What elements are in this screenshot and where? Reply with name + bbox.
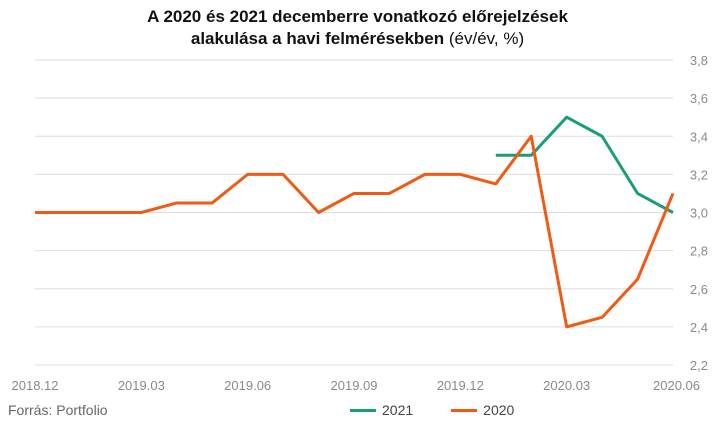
y-tick-label: 2,2 — [690, 358, 708, 373]
chart-title-line-2-text: alakulása a havi felmérésekben — [190, 29, 445, 48]
y-axis-tick-labels: 2,2 2,4 2,6 2,8 3,0 3,2 3,4 3,6 3,8 — [690, 53, 708, 373]
legend-item-2020: 2020 — [451, 402, 514, 418]
x-tick-label: 2020.06 — [653, 378, 700, 393]
source-note: Forrás: Portfolio — [8, 402, 108, 418]
x-tick-label: 2020.03 — [543, 378, 590, 393]
legend: 2021 2020 — [350, 402, 552, 418]
y-tick-label: 3,8 — [690, 53, 708, 68]
chart-title-line-1: A 2020 és 2021 decemberre vonatkozó előr… — [147, 7, 568, 26]
chart-title-line-2: alakulása a havi felmérésekben (év/év, %… — [0, 28, 715, 50]
x-axis-tick-labels: 2018.12 2019.03 2019.06 2019.09 2019.12 2020.… — [12, 378, 701, 393]
series-line-2021 — [495, 115, 674, 214]
legend-label: 2021 — [382, 402, 414, 418]
y-tick-label: 2,8 — [690, 244, 708, 259]
x-tick-label: 2019.06 — [224, 378, 271, 393]
y-tick-label: 3,6 — [690, 91, 708, 106]
chart-title-unit: (év/év, %) — [444, 29, 525, 48]
x-tick-label: 2019.09 — [331, 378, 378, 393]
x-tick-label: 2019.12 — [437, 378, 484, 393]
y-tick-label: 3,2 — [690, 167, 708, 182]
legend-label: 2020 — [483, 402, 515, 418]
series-line-2020 — [35, 134, 675, 329]
legend-swatch — [451, 408, 478, 412]
gridlines — [35, 59, 673, 366]
legend-item-2021: 2021 — [350, 402, 413, 418]
y-tick-label: 3,0 — [690, 206, 708, 221]
legend-swatch — [350, 408, 376, 412]
x-tick-label: 2018.12 — [12, 378, 59, 393]
chart-title: A 2020 és 2021 decemberre vonatkozó előr… — [0, 6, 715, 50]
y-tick-label: 3,4 — [690, 129, 708, 144]
x-tick-label: 2019.03 — [118, 378, 165, 393]
y-tick-label: 2,6 — [690, 282, 708, 297]
series-lines — [35, 115, 675, 329]
y-tick-label: 2,4 — [690, 320, 708, 335]
